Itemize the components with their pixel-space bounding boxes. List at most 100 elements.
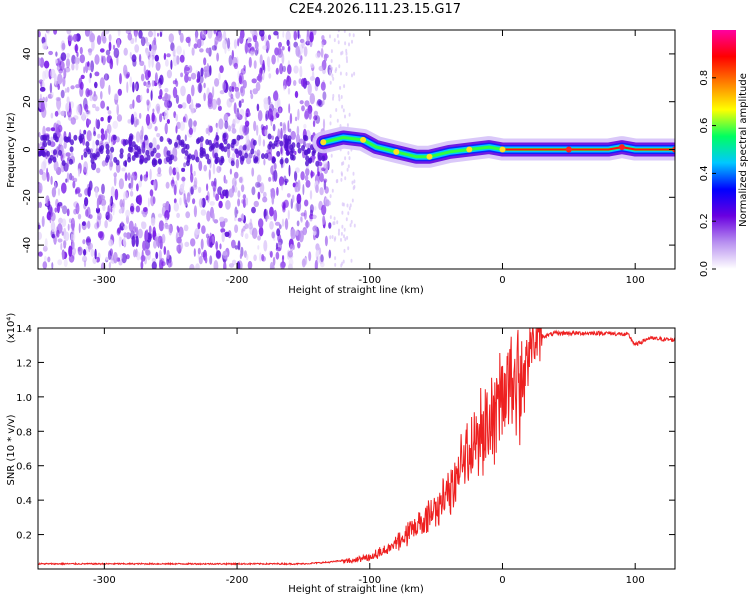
noise-speckle: [176, 171, 180, 181]
noise-speckle: [138, 30, 143, 39]
noise-speckle: [244, 233, 249, 240]
noise-speckle: [301, 105, 305, 112]
noise-speckle: [219, 65, 224, 74]
noise-speckle: [320, 261, 325, 268]
noise-speckle: [305, 143, 311, 149]
noise-speckle: [119, 237, 123, 242]
noise-speckle: [55, 59, 58, 64]
noise-speckle: [82, 239, 86, 245]
noise-speckle: [256, 103, 260, 112]
noise-speckle: [68, 254, 75, 263]
noise-speckle: [201, 30, 207, 39]
noise-speckle: [166, 249, 170, 260]
noise-speckle: [262, 139, 266, 147]
noise-speckle: [227, 147, 231, 159]
noise-speckle: [89, 152, 94, 159]
noise-speckle: [253, 200, 259, 208]
noise-speckle: [218, 200, 223, 209]
noise-speckle: [310, 170, 313, 179]
noise-speckle: [123, 160, 128, 167]
noise-speckle: [227, 125, 232, 132]
noise-speckle: [287, 250, 293, 258]
noise-speckle: [263, 99, 269, 111]
noise-speckle: [338, 64, 341, 69]
noise-speckle: [322, 99, 325, 106]
noise-speckle: [257, 110, 263, 122]
noise-speckle: [285, 30, 291, 42]
noise-speckle: [40, 101, 45, 113]
noise-speckle: [219, 219, 226, 228]
noise-speckle: [189, 263, 195, 269]
noise-speckle: [206, 183, 209, 192]
noise-speckle: [304, 199, 309, 207]
noise-speckle: [130, 177, 134, 189]
noise-speckle: [302, 184, 305, 196]
noise-speckle: [159, 74, 164, 86]
noise-speckle: [74, 188, 78, 195]
noise-speckle: [272, 107, 278, 120]
signal-blob: [618, 144, 625, 151]
noise-speckle: [269, 261, 274, 269]
noise-speckle: [259, 252, 262, 262]
noise-speckle: [196, 78, 200, 83]
noise-speckle: [129, 51, 132, 59]
noise-speckle: [348, 112, 351, 117]
noise-speckle: [145, 229, 149, 241]
noise-speckle: [340, 263, 343, 268]
noise-speckle: [62, 205, 68, 215]
noise-speckle: [353, 71, 356, 76]
noise-speckle: [154, 236, 157, 242]
noise-speckle: [234, 206, 238, 218]
noise-speckle: [70, 217, 75, 230]
noise-speckle: [127, 172, 131, 181]
noise-speckle: [223, 113, 229, 123]
noise-speckle: [179, 32, 184, 44]
noise-speckle: [63, 258, 68, 268]
noise-speckle: [68, 101, 71, 113]
noise-speckle: [140, 36, 146, 47]
noise-speckle: [208, 125, 213, 133]
noise-speckle: [271, 157, 276, 164]
signal-blob: [426, 153, 433, 160]
noise-speckle: [60, 89, 65, 99]
noise-speckle: [66, 58, 70, 69]
noise-speckle: [122, 198, 125, 208]
noise-speckle: [135, 83, 138, 91]
noise-speckle: [57, 188, 61, 196]
noise-speckle: [296, 199, 302, 212]
noise-speckle: [182, 116, 186, 123]
noise-speckle: [261, 153, 265, 160]
noise-speckle: [315, 184, 319, 193]
noise-speckle: [331, 169, 334, 174]
noise-speckle: [159, 113, 163, 123]
noise-speckle: [139, 112, 142, 119]
noise-speckle: [247, 42, 252, 48]
noise-speckle: [38, 251, 43, 257]
noise-speckle: [271, 231, 275, 239]
noise-speckle: [304, 221, 310, 228]
noise-speckle: [167, 260, 172, 268]
noise-speckle: [162, 203, 168, 208]
noise-speckle: [66, 96, 70, 104]
colorbar: 0.0 0.2 0.4 0.6 0.8 Normalized spectral ampl…: [699, 30, 749, 277]
noise-speckle: [290, 228, 296, 240]
noise-speckle: [272, 256, 276, 266]
noise-speckle: [43, 141, 48, 148]
noise-speckle: [83, 161, 88, 173]
noise-speckle: [334, 236, 337, 241]
noise-speckle: [145, 50, 150, 56]
noise-speckle: [96, 167, 101, 174]
noise-speckle: [75, 62, 79, 71]
noise-speckle: [165, 217, 168, 223]
noise-speckle: [153, 30, 156, 38]
noise-speckle: [168, 138, 173, 145]
noise-speckle: [318, 247, 322, 255]
noise-speckle: [256, 182, 262, 188]
noise-speckle: [159, 239, 163, 250]
noise-speckle: [158, 220, 164, 232]
noise-speckle: [123, 225, 128, 231]
noise-speckle: [266, 215, 269, 220]
noise-speckle: [164, 109, 169, 120]
noise-speckle: [193, 120, 197, 127]
noise-speckle: [329, 114, 332, 119]
